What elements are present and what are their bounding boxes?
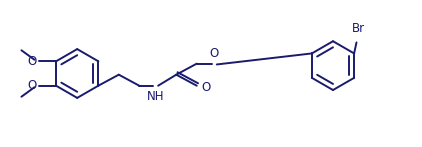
Text: O: O — [27, 79, 36, 92]
Text: O: O — [27, 55, 36, 68]
Text: O: O — [202, 81, 211, 94]
Text: NH: NH — [147, 90, 165, 103]
Text: Br: Br — [352, 22, 365, 35]
Text: O: O — [210, 47, 219, 60]
